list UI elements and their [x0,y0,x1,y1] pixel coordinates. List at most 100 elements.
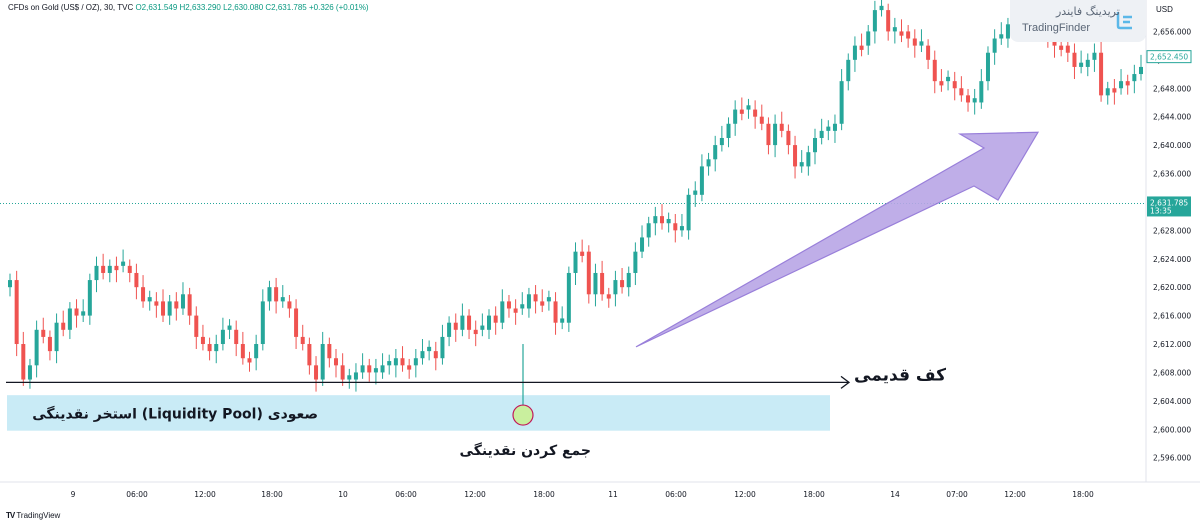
candle-body [819,130,824,138]
candle-body [214,344,219,352]
candle-body [41,329,46,337]
candle-body [427,346,432,352]
candle-body [679,226,684,231]
y-tick-label: 2,612.000 [1153,340,1191,349]
candle-body [593,272,598,295]
candle-body [673,223,678,231]
candle-body [546,297,551,302]
candle-body [227,325,232,330]
candle-body [726,123,731,138]
candle-body [959,88,964,96]
candle-body [367,365,372,373]
candle-body [932,59,937,82]
candle-body [1079,62,1084,67]
change-value: +0.326 (+0.01%) [309,3,369,12]
candle-body [985,52,990,82]
candle-body [633,251,638,273]
candle-body [1125,81,1130,86]
y-tick-label: 2,608.000 [1153,368,1191,377]
x-tick-label: 12:00 [1004,490,1026,499]
x-tick-label: 18:00 [1072,490,1094,499]
currency-label[interactable]: USD [1156,5,1173,14]
candle-body [566,272,571,323]
candle-body [1072,52,1077,67]
candle-body [1052,38,1057,46]
candle-body [174,301,179,309]
y-tick-label: 2,620.000 [1153,283,1191,292]
symbol-label: CFDs on Gold (US$ / OZ), 30, TVC [8,3,134,12]
candle-body [314,365,319,380]
candle-body [919,41,924,46]
candle-body [979,81,984,103]
candle-body [247,358,252,363]
candle-body [94,265,99,281]
candle-body [234,329,239,345]
candle-body [1099,52,1104,96]
candle-body [141,287,146,302]
y-tick-label: 2,648.000 [1153,84,1191,93]
candle-body [766,123,771,146]
candle-body [912,38,917,46]
candle-body [793,145,798,167]
candle-body [254,344,259,359]
candle-body [294,308,299,337]
candle-body [393,358,398,366]
candle-body [420,351,425,359]
candle-body [646,223,651,238]
candle-body [580,251,585,256]
candle-body [892,27,897,32]
x-tick-label: 12:00 [734,490,756,499]
candle-body [21,344,26,380]
candle-body [773,123,778,146]
y-tick-label: 2,604.000 [1153,397,1191,406]
price-tag-current [1147,196,1191,217]
candle-body [1065,45,1070,53]
old-floor-arrowhead [840,375,851,389]
candle-body [447,322,452,337]
tradingview-logo[interactable]: TV TradingView [6,511,60,520]
candle-body [147,297,152,302]
candle-body [353,372,358,380]
candle-body [121,261,126,266]
candle-body [826,126,831,131]
candle-body [813,137,818,153]
candle-body [460,315,465,330]
close-value: C2,631.785 [265,3,307,12]
candle-body [706,159,711,167]
candle-body [154,301,159,306]
candle-body [699,166,704,195]
candle-body [686,194,691,231]
candle-body [47,336,52,352]
x-tick-label: 18:00 [533,490,555,499]
liquidity-pool-zone [7,395,830,431]
y-tick-label: 2,624.000 [1153,255,1191,264]
bullish-arrow [635,131,1040,348]
candle-body [407,365,412,370]
price-tag-top-label: 2,652.450 [1150,53,1188,62]
candle-body [453,322,458,330]
price-tag-top [1146,50,1192,64]
candle-body [187,294,192,316]
candle-body [333,358,338,366]
candle-body [906,31,911,39]
candle-body [506,301,511,309]
x-tick-label: 10 [338,490,348,499]
candle-body [640,237,645,252]
candle-body [327,344,332,359]
candle-body [586,251,591,295]
candle-body [1112,88,1117,93]
candle-body [360,365,365,373]
candle-body [852,45,857,60]
y-tick-label: 2,616.000 [1153,312,1191,321]
x-tick-label: 06:00 [395,490,417,499]
candle-body [526,294,531,309]
candle-body [620,280,625,288]
x-tick-label: 14 [890,490,900,499]
y-tick-label: 2,656.000 [1153,27,1191,36]
candle-body [626,272,631,288]
watermark-en: TradingFinder [1022,22,1091,34]
candle-body [61,322,66,330]
candle-body [739,109,744,114]
